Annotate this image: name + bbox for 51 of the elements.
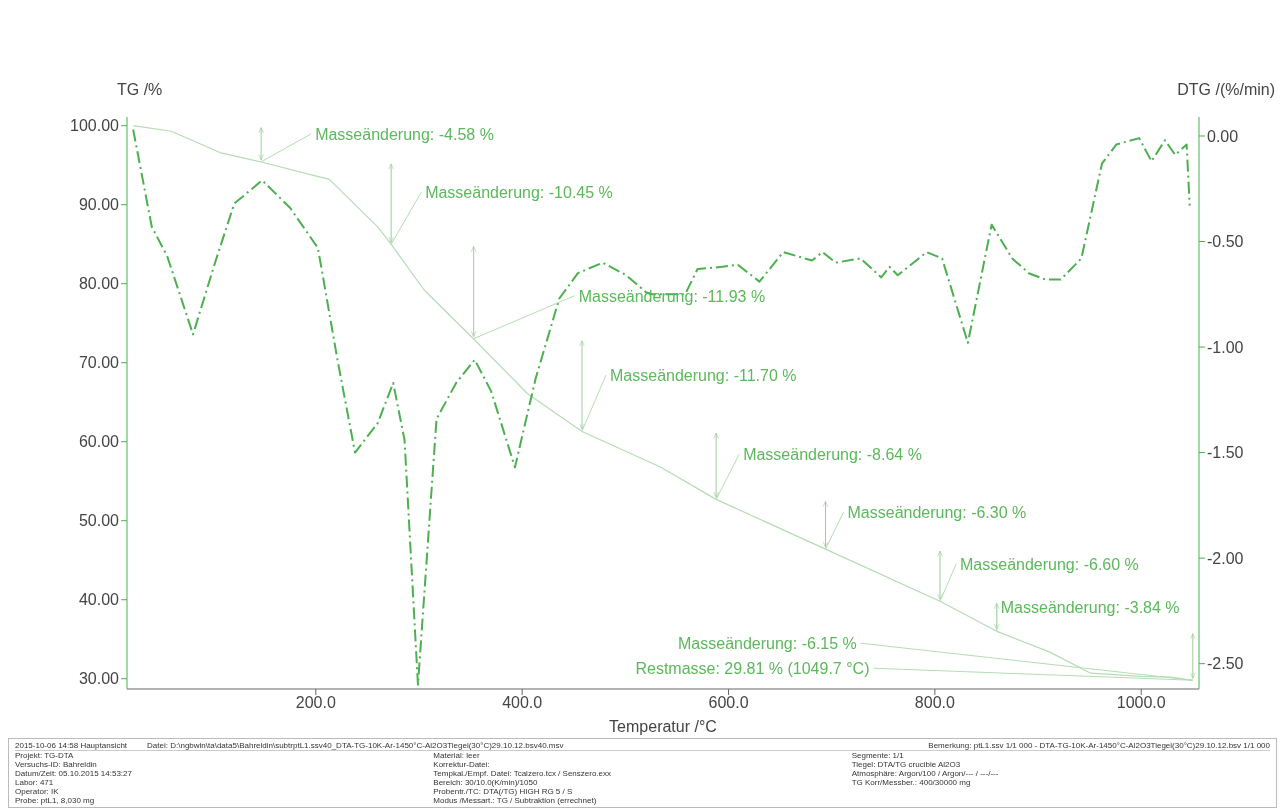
annotation: Masseänderung: -10.45 % bbox=[425, 184, 613, 202]
annotation: Masseänderung: -3.84 % bbox=[1000, 598, 1180, 616]
text: Probe: ptL1, 8,030 mg bbox=[15, 796, 96, 805]
annotation: Masseänderung: -6.30 % bbox=[847, 504, 1027, 522]
y2-tick-label: -2.50 bbox=[1207, 655, 1244, 673]
x-tick-label: 600.0 bbox=[708, 694, 749, 712]
text: Versuchs-ID: Bahreldin bbox=[15, 760, 98, 769]
text: Segmente: 1/1 bbox=[851, 751, 905, 760]
text: Projekt: TG-DTA bbox=[15, 751, 75, 760]
text: Datei: D:\ngbwin\ta\data5\Bahreldin\subtrptL1.ssv40_DTA-TG-10K-Ar-1450°C-Al2O3Tiegel(30°C)29.10.12.bsv40.msv bbox=[147, 741, 565, 750]
y2-tick-label: -1.00 bbox=[1207, 338, 1244, 356]
y-tick-label: 40.00 bbox=[78, 591, 120, 609]
text: Modus /Messart.: TG / Subtraktion (errechnet) bbox=[433, 796, 598, 805]
y-tick-label: 30.00 bbox=[78, 670, 120, 688]
y-tick-label: 100.00 bbox=[70, 117, 120, 135]
x-tick-label: 1000.0 bbox=[1116, 694, 1166, 712]
text: Probentr./TC: DTA(/TG) HIGH RG 5 / S bbox=[433, 787, 574, 796]
y-tick-label: 80.00 bbox=[78, 275, 120, 293]
x-tick-label: 400.0 bbox=[502, 694, 543, 712]
annotation: Masseänderung: -4.58 % bbox=[315, 125, 494, 143]
y2-tick-label: -0.50 bbox=[1207, 233, 1244, 251]
y2-axis-title: DTG /(%/min) bbox=[1177, 81, 1275, 98]
y-tick-label: 50.00 bbox=[78, 512, 120, 530]
text: Operator: IK bbox=[15, 787, 60, 796]
text: Atmosphäre: Argon/100 / Argon/--- / ---/--- bbox=[851, 769, 1000, 778]
annotation: Masseänderung: -11.70 % bbox=[610, 367, 797, 385]
x-tick-label: 200.0 bbox=[295, 694, 336, 712]
y-axis-title: TG /% bbox=[117, 81, 163, 98]
text: Material: leer bbox=[433, 751, 481, 760]
y-tick-label: 90.00 bbox=[78, 196, 120, 214]
text: Korrektur-Datei: bbox=[433, 760, 491, 769]
text: Tempkal./Empf. Datei: Tcalzero.tcx / Senszero.exx bbox=[433, 769, 613, 778]
y2-tick-label: -1.50 bbox=[1207, 444, 1244, 462]
annotation: Masseänderung: -6.15 % bbox=[678, 635, 857, 653]
annotation: Masseänderung: -6.60 % bbox=[960, 556, 1139, 574]
y2-tick-label: 0.00 bbox=[1207, 127, 1239, 145]
text: Bereich: 30/10.0(K/min)/1050 bbox=[433, 778, 539, 787]
x-axis-title: Temperatur /°C bbox=[609, 718, 717, 735]
annotation: Masseänderung: -11.93 % bbox=[578, 287, 766, 305]
text: Tiegel: DTA/TG crucible Al2O3 bbox=[851, 760, 962, 769]
text: Labor: 471 bbox=[15, 778, 55, 787]
annotation: Masseänderung: -8.64 % bbox=[743, 446, 922, 464]
x-tick-label: 800.0 bbox=[914, 694, 955, 712]
text: Datum/Zeit: 05.10.2015 14:53:27 bbox=[15, 769, 133, 778]
text: Bemerkung: ptL1.ssv 1/1 000 - DTA-TG-10K-Ar-1450°C-Al2O3Tiegel(30°C)29.10.12.bsv 1/1 000 bbox=[928, 741, 1270, 750]
y-tick-label: 70.00 bbox=[78, 354, 120, 372]
y-tick-label: 60.00 bbox=[78, 433, 120, 451]
annotation: Restmasse: 29.81 % (1049.7 °C) bbox=[635, 660, 870, 678]
y2-tick-label: -2.00 bbox=[1207, 549, 1244, 567]
text: TG Korr/Messber.: 400/30000 mg bbox=[851, 778, 972, 787]
text: 2015-10-06 14:58 Hauptansicht bbox=[15, 741, 128, 750]
